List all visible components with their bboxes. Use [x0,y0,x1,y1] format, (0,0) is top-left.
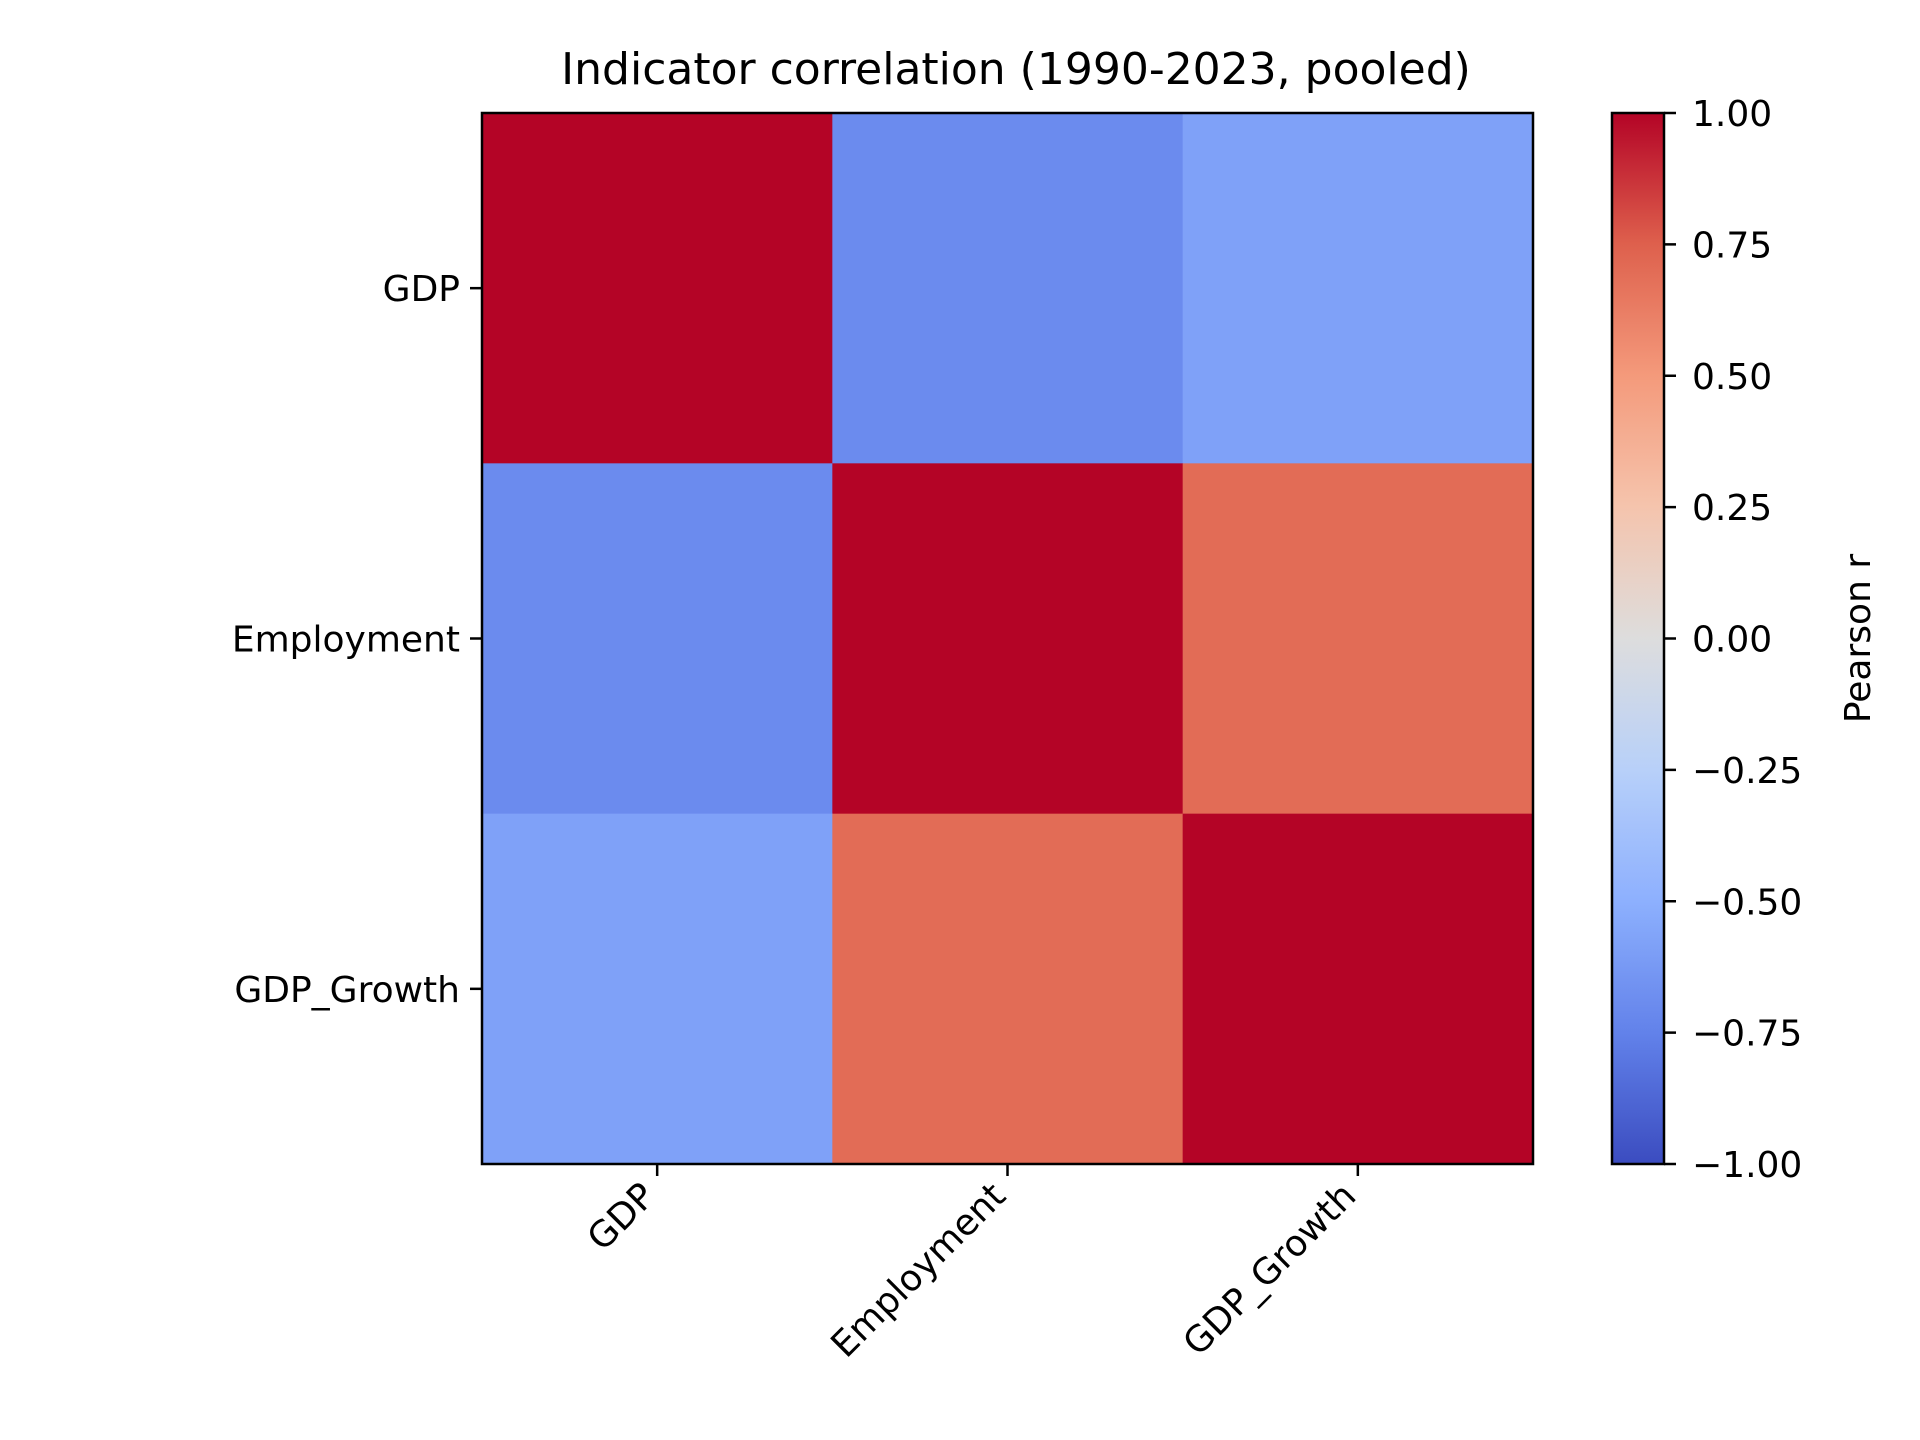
heatmap-cells [482,113,1534,1165]
heatmap-cell [832,813,1184,1165]
x-axis: GDP Employment GDP_Growth [580,1164,1364,1366]
x-tick-label: Employment [824,1175,1014,1365]
x-tick-label: GDP_Growth [1176,1175,1365,1364]
heatmap-cell [1182,113,1534,464]
colorbar-gradient [1610,111,1666,1166]
colorbar-label: Pearson r [1838,554,1879,723]
heatmap-cell [1182,813,1534,1165]
colorbar-tick-label: −1.00 [1692,1145,1802,1186]
heatmap-cell [482,463,833,815]
colorbar-tick-label: 0.00 [1692,620,1772,661]
chart-title: Indicator correlation (1990-2023, pooled… [561,44,1471,95]
colorbar-tick-label: 0.75 [1692,225,1772,266]
y-axis: GDP Employment GDP_Growth [232,269,482,1011]
heatmap-cell [482,813,833,1165]
colorbar-tick-label: −0.25 [1692,751,1802,792]
colorbar-tick-label: −0.50 [1692,882,1802,923]
heatmap-cell [832,113,1184,464]
heatmap-cell [482,113,833,464]
colorbar-tick-label: 0.25 [1692,488,1772,529]
colorbar-ticks: 1.00 0.75 0.50 0.25 0.00 −0.25 −0.50 −0.75 −1.00 [1664,94,1802,1186]
y-tick-label: GDP [383,269,460,310]
y-tick-label: Employment [232,620,460,661]
colorbar-tick-label: 1.00 [1692,94,1772,135]
x-tick-label: GDP [580,1175,664,1259]
y-tick-label: GDP_Growth [234,970,460,1011]
colorbar-tick-label: −0.75 [1692,1014,1802,1055]
heatmap-cell [1182,463,1534,815]
heatmap-cell [832,463,1184,815]
colorbar: 1.00 0.75 0.50 0.25 0.00 −0.25 −0.50 −0.75 −1.00… [1610,94,1879,1186]
colorbar-tick-label: 0.50 [1692,357,1772,398]
